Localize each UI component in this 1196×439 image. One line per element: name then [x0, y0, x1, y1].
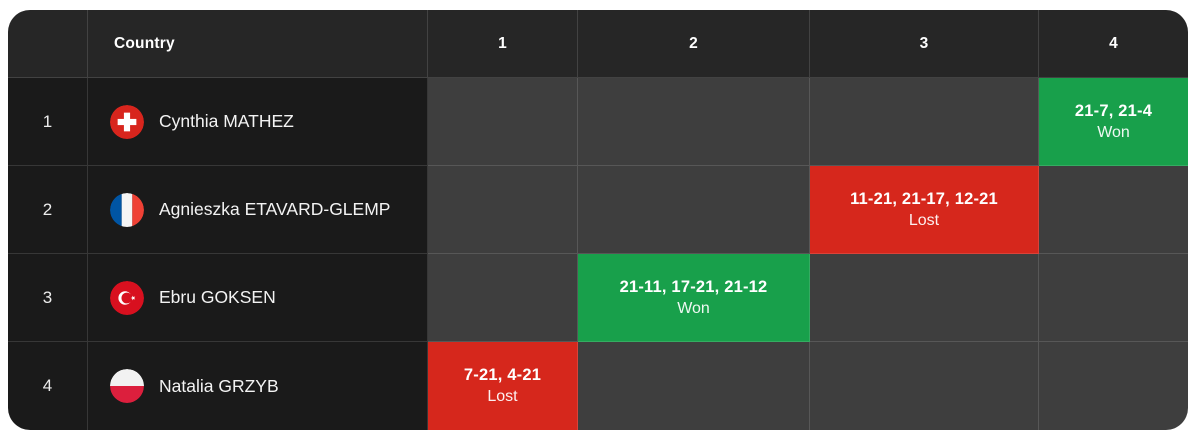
round-robin-results-table: Country 1 2 3 4 1 Cynthia MATHEZ 21-7, 2… — [8, 10, 1188, 430]
match-cell-empty — [810, 78, 1039, 166]
match-outcome: Lost — [908, 211, 940, 229]
player-rank: 1 — [8, 78, 88, 166]
match-score: 7-21, 4-21 — [463, 366, 542, 384]
match-score: 21-11, 17-21, 21-12 — [619, 277, 768, 296]
player-cell: Natalia GRZYB — [88, 342, 428, 430]
corner-header-cell — [8, 10, 88, 78]
round-header-2: 2 — [578, 10, 810, 78]
match-cell-empty — [428, 78, 578, 166]
country-column-header: Country — [88, 10, 428, 78]
match-cell-empty — [578, 78, 810, 166]
match-result-lost: 7-21, 4-21 Lost — [428, 342, 578, 430]
player-rank: 3 — [8, 254, 88, 342]
player-name: Agnieszka ETAVARD-GLEMP — [159, 199, 391, 219]
player-rank: 4 — [8, 342, 88, 430]
match-cell-empty — [810, 342, 1039, 430]
turkey-flag-icon — [110, 280, 144, 315]
match-outcome: Won — [677, 299, 710, 317]
switzerland-flag-icon — [110, 104, 144, 139]
match-cell-empty — [428, 166, 578, 254]
match-score: 21-7, 21-4 — [1074, 101, 1153, 120]
round-header-4: 4 — [1039, 10, 1188, 78]
match-cell-empty — [1039, 254, 1188, 342]
player-name: Cynthia MATHEZ — [159, 111, 294, 131]
round-header-1: 1 — [428, 10, 578, 78]
match-result-won: 21-7, 21-4 Won — [1039, 78, 1188, 166]
match-cell-empty — [810, 254, 1039, 342]
player-cell: Agnieszka ETAVARD-GLEMP — [88, 166, 428, 254]
match-cell-empty — [428, 254, 578, 342]
player-cell: Ebru GOKSEN — [88, 254, 428, 342]
match-outcome: Won — [1097, 123, 1130, 141]
poland-flag-icon — [110, 369, 144, 403]
player-cell: Cynthia MATHEZ — [88, 78, 428, 166]
match-score: 11-21, 21-17, 12-21 — [850, 189, 998, 208]
match-cell-empty — [578, 166, 810, 254]
match-cell-empty — [578, 342, 810, 430]
match-cell-empty — [1039, 166, 1188, 254]
match-outcome: Lost — [487, 388, 518, 405]
player-name: Ebru GOKSEN — [159, 287, 276, 307]
match-cell-empty — [1039, 342, 1188, 430]
france-flag-icon — [110, 192, 144, 227]
round-header-3: 3 — [810, 10, 1039, 78]
player-name: Natalia GRZYB — [159, 375, 279, 396]
player-rank: 2 — [8, 166, 88, 254]
match-result-won: 21-11, 17-21, 21-12 Won — [578, 254, 810, 342]
match-result-lost: 11-21, 21-17, 12-21 Lost — [810, 166, 1039, 254]
